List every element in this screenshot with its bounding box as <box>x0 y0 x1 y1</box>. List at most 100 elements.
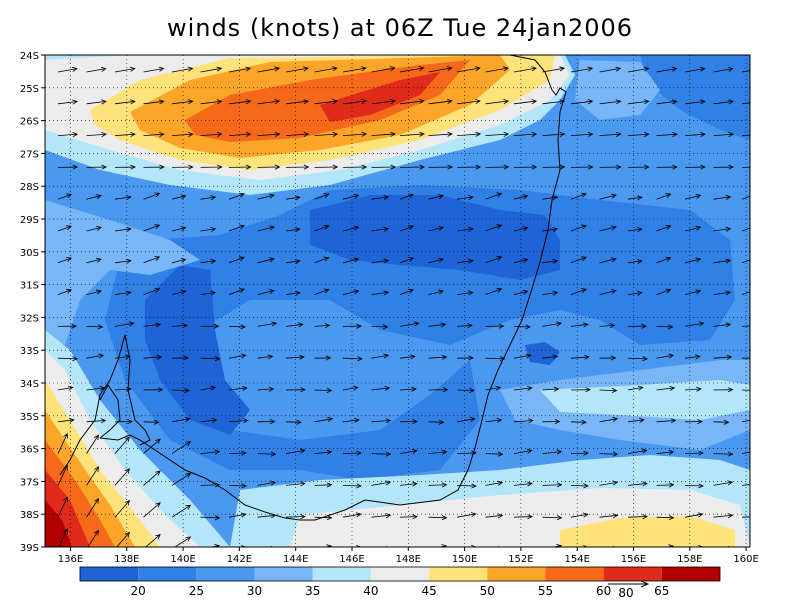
wind-arrow <box>257 194 275 200</box>
wind-arrowhead <box>182 323 188 329</box>
wind-arrowhead <box>239 256 245 262</box>
wind-arrowhead <box>210 258 217 264</box>
longitude-labels: 136E 138E 140E 142E 144E 146E 148E 150E 152E 154E… <box>58 547 759 565</box>
wind-arrowhead <box>611 257 617 263</box>
wind-arrowhead <box>583 322 589 328</box>
wind-arrow <box>86 326 103 328</box>
wind-arrow <box>428 226 444 232</box>
wind-arrow <box>314 100 338 105</box>
wind-arrowhead <box>642 546 643 547</box>
wind-arrow <box>428 133 453 136</box>
wind-arrowhead <box>63 464 68 471</box>
region-light-east <box>575 60 660 120</box>
wind-arrowhead <box>63 496 68 503</box>
wind-arrow <box>656 225 671 232</box>
wind-arrowhead <box>503 131 510 137</box>
wind-arrowhead <box>727 66 734 72</box>
wind-arrowhead <box>756 67 761 71</box>
wind-arrowhead <box>100 418 107 424</box>
wind-arrowhead <box>408 257 415 262</box>
wind-arrowhead <box>609 323 616 329</box>
wind-arrowhead <box>757 132 762 136</box>
wind-arrowhead <box>66 225 73 231</box>
wind-arrow <box>171 389 190 391</box>
wind-arrow <box>627 483 647 486</box>
wind-arrow <box>656 289 671 295</box>
wind-speed-field <box>45 55 750 547</box>
wind-arrowhead <box>497 451 504 457</box>
wind-arrow <box>485 224 502 232</box>
wind-arrowhead <box>385 451 392 457</box>
wind-arrow <box>428 258 444 264</box>
wind-arrow <box>371 453 391 455</box>
wind-arrowhead <box>467 323 473 329</box>
wind-arrowhead <box>522 258 529 263</box>
wind-arrowhead <box>71 66 78 72</box>
wind-arrow <box>228 256 245 264</box>
wind-arrow <box>627 196 642 200</box>
wind-arrowhead <box>332 99 339 105</box>
wind-arrowhead <box>353 225 360 231</box>
wind-arrow <box>656 100 677 105</box>
wind-arrow <box>684 452 704 454</box>
wind-arrowhead <box>124 468 131 474</box>
wind-arrowhead <box>503 66 509 72</box>
colorbar-labels: 20 25 30 35 40 45 50 55 60 65 <box>131 584 670 598</box>
wind-arrowhead <box>471 450 477 456</box>
wind-arrow <box>570 323 588 327</box>
wind-arrowhead <box>636 227 643 233</box>
wind-arrow <box>86 466 99 486</box>
wind-arrow <box>399 133 424 136</box>
wind-arrowhead <box>527 546 528 547</box>
wind-arrow <box>371 67 395 73</box>
wind-arrow <box>257 481 276 486</box>
wind-arrow <box>542 322 562 327</box>
wind-arrow <box>741 195 750 200</box>
colorbar-swatch <box>429 567 488 581</box>
wind-arrow <box>86 354 104 359</box>
wind-arrowhead <box>216 66 223 72</box>
wind-arrowhead <box>556 482 563 488</box>
wind-arrowhead <box>503 164 510 170</box>
wind-arrow <box>485 100 509 105</box>
wind-arrow <box>285 516 306 518</box>
wind-arrow <box>741 291 750 295</box>
wind-arrow <box>371 481 391 486</box>
wind-arrowhead <box>326 387 333 393</box>
wind-arrowhead <box>470 512 477 518</box>
wind-arrow <box>371 100 395 105</box>
wind-arrowhead <box>93 529 99 536</box>
wind-arrow <box>713 133 734 136</box>
wind-arrow <box>627 67 649 73</box>
wind-arrowhead <box>97 324 104 330</box>
wind-arrow <box>114 260 131 264</box>
wind-arrowhead <box>498 323 505 329</box>
wind-arrow <box>684 290 701 295</box>
wind-arrowhead <box>552 227 559 233</box>
wind-arrowhead <box>96 194 102 200</box>
wind-arrow <box>456 196 473 200</box>
wind-arrow <box>437 545 447 547</box>
wind-arrow <box>741 389 750 391</box>
region-blue-ne <box>640 55 750 140</box>
wind-arrow <box>713 453 733 455</box>
wind-arrowhead <box>361 98 367 105</box>
wind-arrowhead <box>438 225 444 231</box>
wind-arrow <box>399 450 417 454</box>
wind-arrowhead <box>93 497 99 504</box>
wind-arrowhead <box>214 543 221 547</box>
wind-arrowhead <box>356 323 362 329</box>
wind-arrowhead <box>556 515 563 521</box>
wind-arrow <box>485 515 503 518</box>
wind-arrowhead <box>274 99 281 105</box>
colorbar-frame <box>79 566 721 582</box>
wind-arrowhead <box>441 515 448 521</box>
wind-arrowhead <box>499 356 506 362</box>
wind-arrowhead <box>695 354 701 360</box>
wind-arrowhead <box>210 195 217 201</box>
wind-arrow <box>741 325 750 327</box>
wind-arrow <box>713 323 731 327</box>
coastline-yorke <box>99 384 121 439</box>
wind-arrow <box>627 228 642 232</box>
